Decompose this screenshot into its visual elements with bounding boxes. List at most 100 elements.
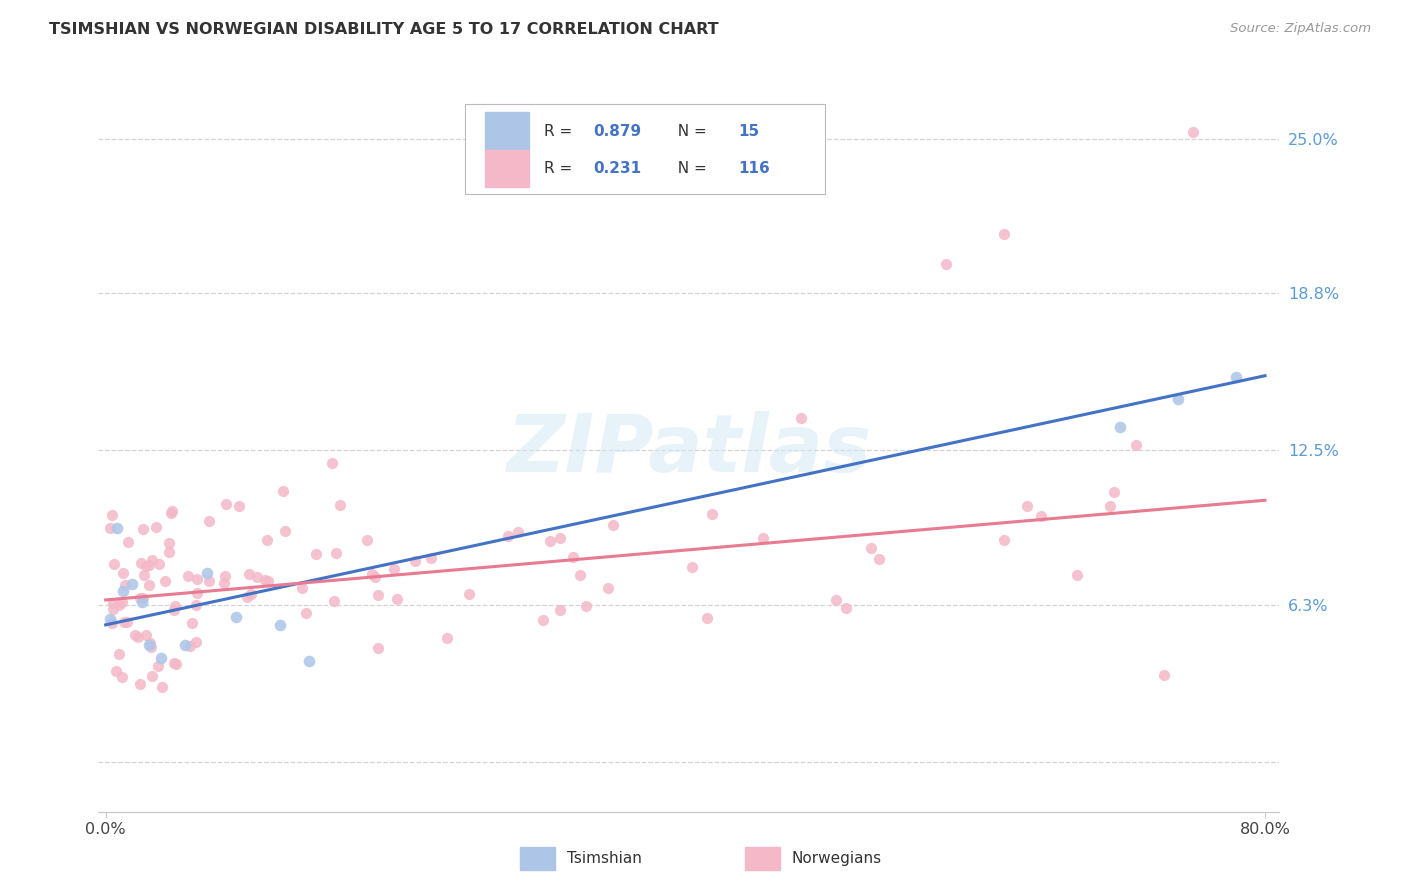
Point: [751, 531, 773, 545]
Point: [98, 612, 121, 626]
Point: [181, 616, 204, 631]
Point: [506, 524, 529, 539]
Point: [103, 596, 125, 610]
Point: [176, 569, 198, 583]
Point: [598, 581, 620, 595]
Point: [127, 630, 149, 644]
Point: [157, 544, 180, 558]
Point: [1181, 124, 1204, 138]
Point: [1066, 568, 1088, 582]
Point: [105, 521, 128, 535]
Point: [271, 483, 294, 498]
Point: [496, 529, 519, 543]
Point: [132, 567, 155, 582]
Text: Tsimshian: Tsimshian: [567, 851, 641, 866]
Point: [101, 602, 124, 616]
Point: [538, 533, 561, 548]
Point: [128, 677, 150, 691]
Point: [382, 562, 405, 576]
Point: [129, 591, 152, 605]
Point: [129, 556, 152, 570]
Point: [214, 497, 236, 511]
Text: R =: R =: [544, 124, 576, 138]
Point: [575, 599, 598, 613]
Point: [256, 533, 278, 547]
Text: N =: N =: [668, 124, 711, 138]
Point: [138, 639, 160, 653]
Point: [146, 659, 169, 673]
Text: TSIMSHIAN VS NORWEGIAN DISABILITY AGE 5 TO 17 CORRELATION CHART: TSIMSHIAN VS NORWEGIAN DISABILITY AGE 5 …: [49, 22, 718, 37]
Point: [195, 566, 218, 581]
Point: [165, 599, 187, 613]
Point: [1225, 370, 1247, 384]
Point: [236, 590, 259, 604]
Point: [1104, 485, 1126, 500]
Text: N =: N =: [668, 161, 711, 177]
Point: [325, 545, 347, 559]
Point: [100, 508, 122, 522]
Point: [305, 547, 328, 561]
Point: [160, 504, 183, 518]
Point: [131, 595, 153, 609]
Point: [824, 593, 846, 607]
Point: [360, 566, 382, 581]
Point: [157, 535, 180, 549]
Point: [186, 586, 208, 600]
Point: [108, 598, 131, 612]
Point: [148, 557, 170, 571]
Point: [367, 588, 389, 602]
Point: [696, 610, 718, 624]
Point: [935, 257, 957, 271]
Point: [291, 582, 314, 596]
Point: [163, 656, 186, 670]
Point: [274, 524, 297, 539]
Point: [112, 566, 135, 581]
Point: [1029, 508, 1052, 523]
Point: [165, 657, 187, 671]
Point: [141, 669, 163, 683]
Point: [1015, 499, 1038, 513]
Point: [141, 640, 163, 654]
Point: [322, 594, 344, 608]
Point: [240, 587, 263, 601]
Point: [174, 638, 197, 652]
Point: [153, 574, 176, 588]
Point: [458, 587, 481, 601]
Point: [138, 578, 160, 592]
Point: [681, 559, 703, 574]
Point: [548, 603, 571, 617]
Text: 15: 15: [738, 124, 759, 138]
Point: [184, 634, 207, 648]
Point: [100, 615, 122, 630]
Point: [117, 535, 139, 549]
Point: [363, 570, 385, 584]
Point: [246, 570, 269, 584]
Point: [115, 615, 138, 629]
Point: [145, 520, 167, 534]
Point: [531, 613, 554, 627]
Text: Source: ZipAtlas.com: Source: ZipAtlas.com: [1230, 22, 1371, 36]
Point: [111, 670, 134, 684]
Point: [112, 615, 135, 629]
Point: [197, 514, 219, 528]
Point: [568, 568, 591, 582]
Point: [141, 553, 163, 567]
Point: [257, 574, 280, 588]
Point: [1125, 438, 1147, 452]
Point: [404, 553, 426, 567]
Point: [702, 508, 724, 522]
Point: [1167, 392, 1189, 407]
Point: [993, 533, 1015, 547]
Point: [162, 603, 184, 617]
Point: [103, 558, 125, 572]
Point: [138, 558, 160, 572]
Point: [214, 569, 236, 583]
Point: [111, 595, 134, 609]
Point: [124, 627, 146, 641]
Point: [197, 574, 219, 589]
Point: [385, 591, 408, 606]
Point: [367, 641, 389, 656]
Text: Norwegians: Norwegians: [792, 851, 882, 866]
FancyBboxPatch shape: [464, 103, 825, 194]
Point: [135, 558, 157, 573]
